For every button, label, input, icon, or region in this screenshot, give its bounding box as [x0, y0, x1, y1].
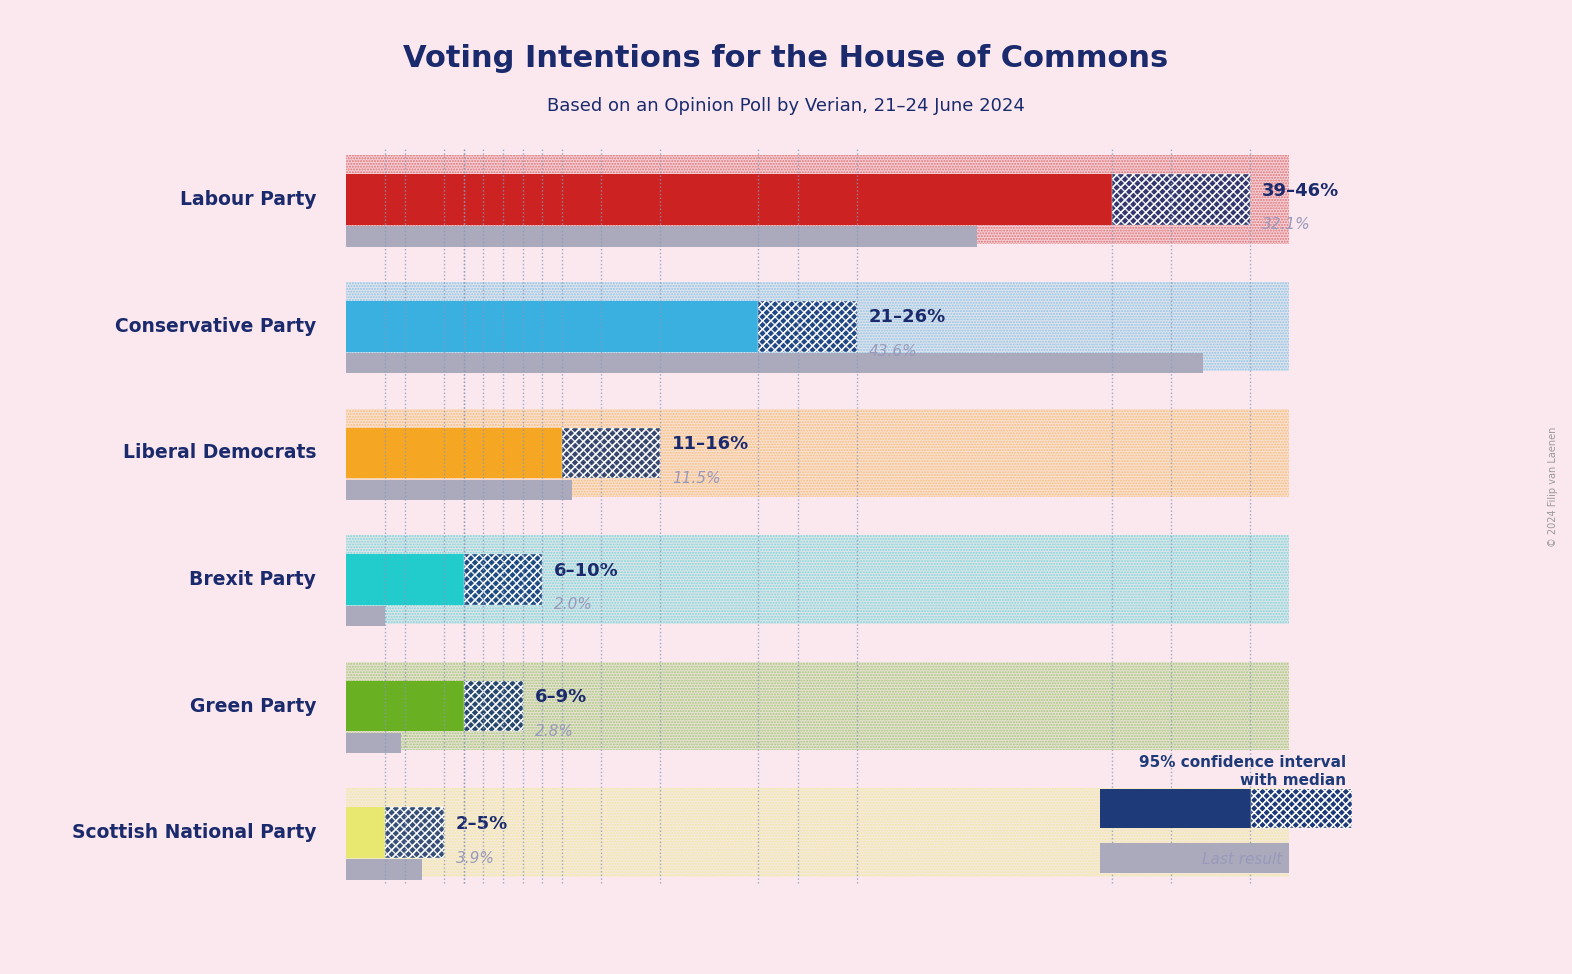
Bar [1111, 174, 1250, 225]
Text: 21–26%: 21–26% [868, 309, 946, 326]
FancyBboxPatch shape [346, 409, 1289, 497]
Text: 6–9%: 6–9% [534, 689, 586, 706]
Bar [1100, 843, 1289, 873]
Bar [1251, 789, 1352, 828]
Bar [346, 859, 423, 880]
Text: Brexit Party: Brexit Party [190, 570, 316, 589]
Text: © 2024 Filip van Laenen: © 2024 Filip van Laenen [1548, 427, 1558, 547]
Bar [759, 301, 857, 352]
Text: Last result: Last result [1201, 851, 1283, 867]
Bar [385, 807, 445, 858]
Bar [346, 301, 759, 352]
Text: Liberal Democrats: Liberal Democrats [123, 443, 316, 463]
Text: Green Party: Green Party [190, 696, 316, 716]
Bar [1111, 174, 1250, 225]
Bar [346, 554, 464, 605]
Text: Labour Party: Labour Party [179, 190, 316, 209]
Text: 11–16%: 11–16% [673, 435, 750, 453]
Bar [1251, 789, 1352, 828]
Bar [464, 681, 522, 731]
Text: 3.9%: 3.9% [456, 850, 495, 866]
Bar [346, 174, 1111, 225]
Bar [385, 807, 445, 858]
Bar [563, 428, 660, 478]
Bar [563, 428, 660, 478]
FancyBboxPatch shape [346, 155, 1289, 244]
FancyBboxPatch shape [346, 535, 1289, 623]
Bar [346, 353, 1203, 373]
Bar [385, 807, 445, 858]
Text: 2.8%: 2.8% [534, 724, 574, 739]
Bar [346, 732, 401, 753]
Bar [464, 681, 522, 731]
Text: Voting Intentions for the House of Commons: Voting Intentions for the House of Commo… [404, 44, 1168, 73]
Text: 6–10%: 6–10% [555, 562, 619, 580]
FancyBboxPatch shape [346, 282, 1289, 370]
Bar [346, 479, 572, 500]
Text: 11.5%: 11.5% [673, 470, 720, 486]
Text: 2–5%: 2–5% [456, 815, 508, 833]
Bar [563, 428, 660, 478]
Text: 95% confidence interval
with median: 95% confidence interval with median [1138, 755, 1346, 788]
Bar [346, 606, 385, 626]
Bar [464, 681, 522, 731]
FancyBboxPatch shape [346, 789, 1289, 877]
Text: Conservative Party: Conservative Party [115, 317, 316, 336]
Bar [464, 554, 542, 605]
Text: 32.1%: 32.1% [1261, 217, 1309, 233]
Bar [346, 226, 976, 246]
FancyBboxPatch shape [346, 662, 1289, 750]
Bar [346, 681, 464, 731]
Bar [346, 807, 385, 858]
Bar [759, 301, 857, 352]
Bar [1100, 789, 1251, 828]
Bar [1111, 174, 1250, 225]
Text: 43.6%: 43.6% [868, 344, 916, 359]
Bar [346, 428, 563, 478]
Text: Based on an Opinion Poll by Verian, 21–24 June 2024: Based on an Opinion Poll by Verian, 21–2… [547, 97, 1025, 115]
Text: 39–46%: 39–46% [1261, 182, 1339, 200]
Text: Scottish National Party: Scottish National Party [72, 823, 316, 843]
Bar [759, 301, 857, 352]
Bar [464, 554, 542, 605]
Bar [464, 554, 542, 605]
Text: 2.0%: 2.0% [555, 597, 593, 613]
